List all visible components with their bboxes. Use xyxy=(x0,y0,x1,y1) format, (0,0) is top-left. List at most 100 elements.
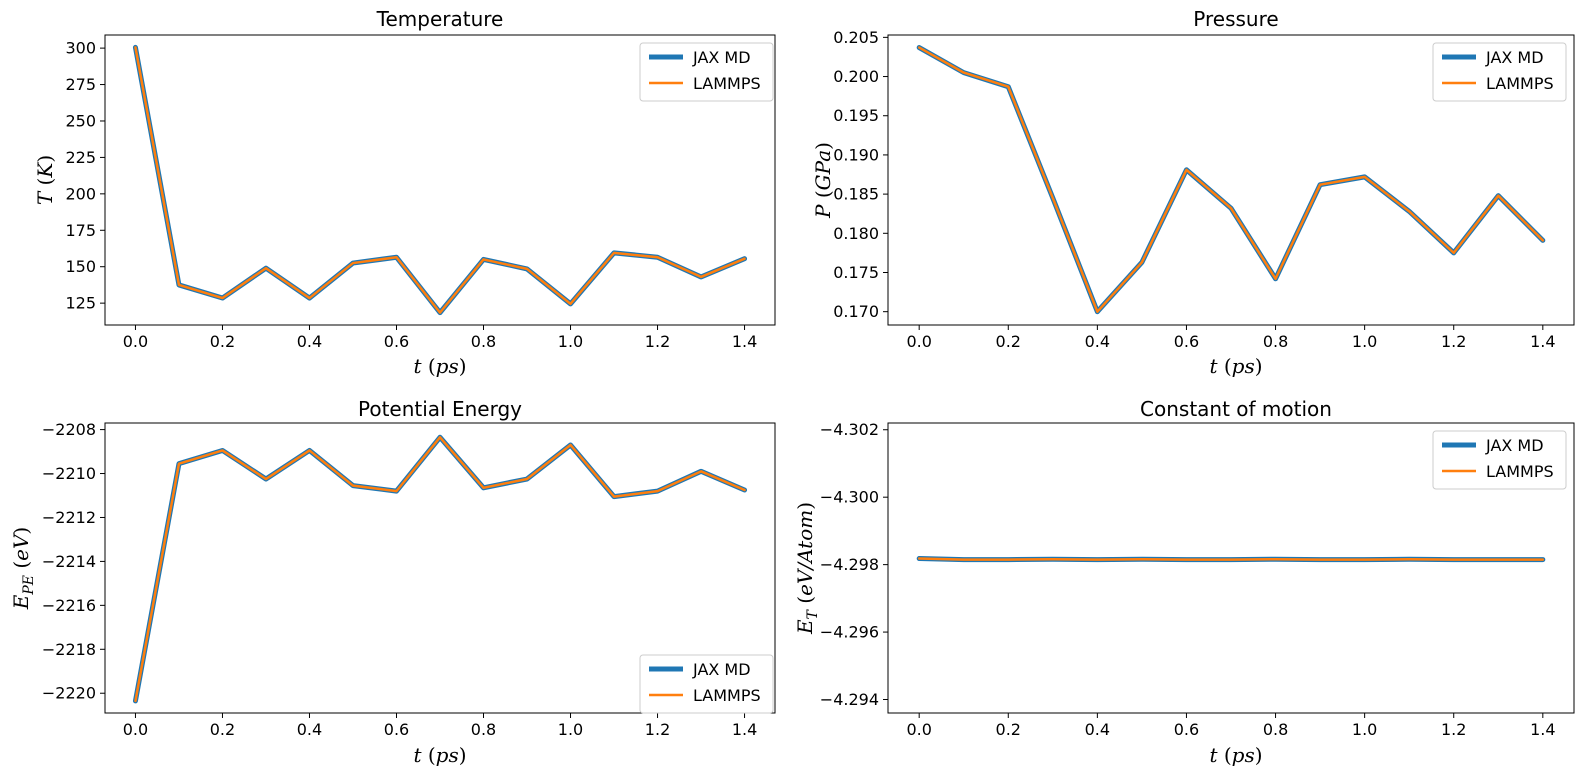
constant-of-motion-plot-area: 0.0 0.2 0.4 0.6 0.8 1.0 1.2 1.4 −4.302 −4.300 −4.2… xyxy=(820,420,1575,739)
legend-label-lammps: LAMMPS xyxy=(1486,462,1554,481)
x-tick-label: 0.4 xyxy=(297,332,322,351)
potential-energy-title: Potential Energy xyxy=(358,397,522,421)
axes-frame xyxy=(104,34,776,326)
legend-label-jax-md: JAX MD xyxy=(692,660,751,679)
y-tick-label: −2214 xyxy=(42,552,96,571)
y-tick-label: −2208 xyxy=(42,420,96,439)
y-tick-label: 0.185 xyxy=(833,185,879,204)
x-tick-label: 0.6 xyxy=(1174,332,1199,351)
legend-label-jax-md: JAX MD xyxy=(1485,436,1544,455)
y-tick-label: 275 xyxy=(65,75,96,94)
y-tick-label: 150 xyxy=(65,257,96,276)
x-tick-label: 1.4 xyxy=(1530,332,1555,351)
potential-energy-ylabel: EPE (eV) xyxy=(9,527,37,611)
y-tick-label: 0.170 xyxy=(833,302,879,321)
x-tick-label: 0.4 xyxy=(1085,720,1110,739)
temperature-plot-area: 0.0 0.2 0.4 0.6 0.8 1.0 1.2 1.4 125 150 175 200 225 2… xyxy=(65,34,776,351)
x-tick-label: 1.4 xyxy=(732,720,757,739)
y-tick-label: −2218 xyxy=(42,640,96,659)
x-tick-label: 1.0 xyxy=(558,720,583,739)
series-line-lammps xyxy=(917,46,1545,313)
legend-label-lammps: LAMMPS xyxy=(693,686,761,705)
svg-text:ET (eV/Atom): ET (eV/Atom) xyxy=(793,502,821,635)
x-tick-label: 0.8 xyxy=(1263,332,1288,351)
x-tick-label: 0.6 xyxy=(384,332,409,351)
potential-energy-plot-area: 0.0 0.2 0.4 0.6 0.8 1.0 1.2 1.4 −2220 −2218 −2216 −… xyxy=(42,420,776,739)
x-tick-label: 0.0 xyxy=(906,332,931,351)
temperature-ylabel: T (K) xyxy=(33,155,57,205)
svg-text:EPE (eV): EPE (eV) xyxy=(9,527,37,611)
x-tick-label: 1.0 xyxy=(558,332,583,351)
y-tick-label: −2212 xyxy=(42,508,96,527)
y-tick-label: 200 xyxy=(65,184,96,203)
constant-of-motion-legend: JAX MD LAMMPS xyxy=(1432,430,1567,490)
y-tick-label: 0.175 xyxy=(833,263,879,282)
x-tick-label: 0.2 xyxy=(996,720,1021,739)
temperature-legend: JAX MD LAMMPS xyxy=(639,42,774,102)
x-tick-label: 0.0 xyxy=(123,332,148,351)
constant-of-motion-panel: Constant of motion ET (eV/Atom) t (ps) 0… xyxy=(793,397,1575,767)
pressure-legend: JAX MD LAMMPS xyxy=(1432,42,1567,102)
svg-text:P (GPa): P (GPa) xyxy=(811,142,835,219)
x-tick-label: 1.0 xyxy=(1352,720,1377,739)
x-tick-label: 1.0 xyxy=(1352,332,1377,351)
temperature-xlabel: t (ps) xyxy=(413,354,466,378)
y-tick-label: 0.195 xyxy=(833,106,879,125)
y-tick-label: −2220 xyxy=(42,684,96,703)
x-tick-label: 0.0 xyxy=(123,720,148,739)
pressure-xlabel: t (ps) xyxy=(1209,354,1262,378)
temperature-title: Temperature xyxy=(376,7,504,31)
x-tick-label: 0.2 xyxy=(996,332,1021,351)
pressure-ylabel: P (GPa) xyxy=(811,142,835,219)
axes-frame xyxy=(104,422,776,714)
x-tick-label: 1.2 xyxy=(645,332,670,351)
x-tick-label: 1.4 xyxy=(1530,720,1555,739)
svg-text:t (ps): t (ps) xyxy=(413,743,466,767)
y-tick-label: 300 xyxy=(65,39,96,58)
x-tick-label: 0.2 xyxy=(210,720,235,739)
pressure-panel: Pressure P (GPa) t (ps) 0.0 0.2 0.4 0.6 0.8 1… xyxy=(811,7,1575,378)
y-tick-label: −4.298 xyxy=(820,555,879,574)
y-tick-label: 175 xyxy=(65,221,96,240)
temperature-panel: Temperature T (K) t (ps) 0.0 0.2 0.4 0.6 0.8… xyxy=(33,7,776,378)
x-tick-label: 0.4 xyxy=(1085,332,1110,351)
x-tick-label: 0.8 xyxy=(471,720,496,739)
y-tick-label: −4.302 xyxy=(820,420,879,439)
y-tick-label: −2210 xyxy=(42,464,96,483)
y-tick-label: 125 xyxy=(65,294,96,313)
potential-energy-xlabel: t (ps) xyxy=(413,743,466,767)
svg-text:t (ps): t (ps) xyxy=(413,354,466,378)
constant-of-motion-xlabel: t (ps) xyxy=(1209,743,1262,767)
svg-text:t (ps): t (ps) xyxy=(1209,743,1262,767)
legend-label-lammps: LAMMPS xyxy=(693,74,761,93)
x-tick-label: 0.4 xyxy=(297,720,322,739)
legend-label-lammps: LAMMPS xyxy=(1486,74,1554,93)
y-tick-label: −4.296 xyxy=(820,623,879,642)
potential-energy-legend: JAX MD LAMMPS xyxy=(639,654,774,714)
y-tick-label: 250 xyxy=(65,111,96,130)
x-tick-label: 1.2 xyxy=(645,720,670,739)
y-tick-label: −4.294 xyxy=(820,690,879,709)
y-tick-label: 0.200 xyxy=(833,67,879,86)
x-tick-label: 0.6 xyxy=(1174,720,1199,739)
x-tick-label: 1.2 xyxy=(1441,720,1466,739)
x-tick-label: 0.6 xyxy=(384,720,409,739)
potential-energy-panel: Potential Energy EPE (eV) t (ps) 0.0 0.2 0… xyxy=(9,397,776,767)
legend-label-jax-md: JAX MD xyxy=(692,48,751,67)
series-line-lammps xyxy=(917,557,1545,561)
pressure-title: Pressure xyxy=(1193,7,1278,31)
x-tick-label: 0.8 xyxy=(1263,720,1288,739)
pressure-plot-area: 0.0 0.2 0.4 0.6 0.8 1.0 1.2 1.4 0.170 0.175 0.180 0… xyxy=(833,28,1575,351)
svg-text:t (ps): t (ps) xyxy=(1209,354,1262,378)
y-tick-label: 225 xyxy=(65,148,96,167)
x-tick-label: 0.0 xyxy=(906,720,931,739)
y-tick-label: 0.205 xyxy=(833,28,879,47)
constant-of-motion-title: Constant of motion xyxy=(1140,397,1332,421)
y-tick-label: 0.190 xyxy=(833,145,879,164)
legend-label-jax-md: JAX MD xyxy=(1485,48,1544,67)
y-tick-label: −2216 xyxy=(42,596,96,615)
y-tick-label: −4.300 xyxy=(820,488,879,507)
axes-frame xyxy=(887,34,1575,326)
x-tick-label: 0.2 xyxy=(210,332,235,351)
x-tick-label: 1.2 xyxy=(1441,332,1466,351)
